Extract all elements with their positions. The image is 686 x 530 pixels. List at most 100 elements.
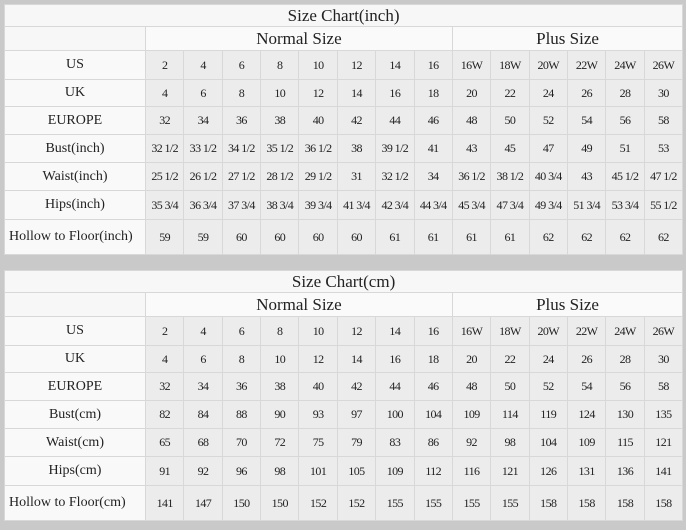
- table-row: EUROPE 32 34 36 38 40 42 44 46 48 50 52 54 56 58: [4, 372, 684, 401]
- row-label: Waist(cm): [4, 428, 146, 457]
- corner-cell: [4, 26, 146, 51]
- table-cell: 12: [298, 345, 338, 373]
- table-cell: 68: [183, 428, 223, 457]
- table-cell: 109: [451, 400, 492, 429]
- table-cell: 158: [566, 485, 607, 521]
- table-cell: 22W: [566, 316, 607, 346]
- table-cell: 35 1/2: [260, 134, 300, 163]
- table-cell: 29 1/2: [298, 162, 338, 191]
- table-cell: 131: [566, 456, 607, 486]
- table-cell: 62: [528, 219, 568, 255]
- table-cell: 56: [605, 106, 645, 135]
- table-cell: 26: [566, 79, 607, 107]
- table-cell: 45: [490, 134, 530, 163]
- row-label: Hips(inch): [4, 190, 146, 220]
- table-cell: 38: [336, 134, 377, 163]
- table-cell: 41: [413, 134, 453, 163]
- table-cell: 41 3/4: [336, 190, 377, 220]
- table-cell: 38: [260, 106, 300, 135]
- table-cell: 92: [183, 456, 223, 486]
- table-cell: 42: [336, 106, 377, 135]
- table-cell: 31: [336, 162, 377, 191]
- table-cell: 59: [144, 219, 185, 255]
- table-cell: 49 3/4: [528, 190, 568, 220]
- table-cell: 20W: [528, 316, 568, 346]
- row-label: UK: [4, 345, 146, 373]
- row-label: EUROPE: [4, 372, 146, 401]
- table-cell: 83: [375, 428, 415, 457]
- table-cell: 22W: [566, 50, 607, 80]
- table-cell: 79: [336, 428, 377, 457]
- table-cell: 36 1/2: [451, 162, 492, 191]
- table-cell: 105: [336, 456, 377, 486]
- table-cell: 61: [413, 219, 453, 255]
- table-cell: 32 1/2: [144, 134, 185, 163]
- table-cell: 70: [221, 428, 262, 457]
- table-cell: 12: [336, 316, 377, 346]
- table-cell: 121: [490, 456, 530, 486]
- corner-cell: [4, 292, 146, 317]
- table-cell: 37 3/4: [221, 190, 262, 220]
- table-cell: 51: [605, 134, 645, 163]
- table-cell: 10: [260, 345, 300, 373]
- table-cell: 44 3/4: [413, 190, 453, 220]
- table-cell: 39 3/4: [298, 190, 338, 220]
- row-label: Hollow to Floor(inch): [4, 219, 146, 255]
- table-cell: 50: [490, 372, 530, 401]
- table-cell: 10: [298, 316, 338, 346]
- table-cell: 158: [528, 485, 568, 521]
- table-cell: 101: [298, 456, 338, 486]
- table-cell: 28: [605, 345, 645, 373]
- table-cell: 65: [144, 428, 185, 457]
- table-row: Waist(cm) 65 68 70 72 75 79 83 86 92 98 104 109 115 12…: [4, 428, 684, 457]
- table-cell: 43: [566, 162, 607, 191]
- table-cell: 119: [528, 400, 568, 429]
- table-cell: 14: [336, 79, 377, 107]
- table-cell: 42: [336, 372, 377, 401]
- table-row: Bust(inch) 32 1/2 33 1/2 34 1/2 35 1/2 36 1/2…: [4, 134, 684, 163]
- table-cell: 97: [336, 400, 377, 429]
- table-row: US 2 4 6 8 10 12 14 16 16W 18W 20W 22W 24W 26W: [4, 50, 684, 80]
- table-row: US 2 4 6 8 10 12 14 16 16W 18W 20W 22W 24W 26W: [4, 316, 684, 346]
- table-cell: 116: [451, 456, 492, 486]
- table-cell: 46: [413, 106, 453, 135]
- table-cell: 54: [566, 106, 607, 135]
- table-cell: 60: [221, 219, 262, 255]
- table-cell: 16W: [451, 316, 492, 346]
- table-cell: 155: [451, 485, 492, 521]
- table-cell: 104: [528, 428, 568, 457]
- table-cell: 32: [144, 106, 185, 135]
- row-label: EUROPE: [4, 106, 146, 135]
- table-row: UK 4 6 8 10 12 14 16 18 20 22 24 26 28 30: [4, 79, 684, 107]
- table-cell: 62: [643, 219, 684, 255]
- table-cell: 130: [605, 400, 645, 429]
- table-cell: 84: [183, 400, 223, 429]
- table-cell: 126: [528, 456, 568, 486]
- table-cell: 62: [605, 219, 645, 255]
- row-label: Hollow to Floor(cm): [4, 485, 146, 521]
- table-cell: 60: [298, 219, 338, 255]
- table-cell: 53: [643, 134, 684, 163]
- table-cell: 33 1/2: [183, 134, 223, 163]
- group-header-plus: Plus Size: [451, 26, 684, 51]
- table-cell: 6: [183, 79, 223, 107]
- table-cell: 52: [528, 372, 568, 401]
- table-cell: 2: [144, 316, 185, 346]
- table-cell: 112: [413, 456, 453, 486]
- table-cell: 40 3/4: [528, 162, 568, 191]
- table-cell: 16W: [451, 50, 492, 80]
- table-cell: 22: [490, 79, 530, 107]
- table-cell: 59: [183, 219, 223, 255]
- table-cell: 20W: [528, 50, 568, 80]
- table-cell: 38: [260, 372, 300, 401]
- table-cell: 40: [298, 372, 338, 401]
- table-cell: 10: [298, 50, 338, 80]
- size-chart-inch: Size Chart(inch) Normal Size Plus Size US 2 4…: [3, 4, 684, 255]
- table-cell: 90: [260, 400, 300, 429]
- table-cell: 36: [221, 372, 262, 401]
- table-cell: 124: [566, 400, 607, 429]
- table-cell: 14: [375, 50, 415, 80]
- table-cell: 47 3/4: [490, 190, 530, 220]
- table-cell: 34 1/2: [221, 134, 262, 163]
- table-cell: 150: [221, 485, 262, 521]
